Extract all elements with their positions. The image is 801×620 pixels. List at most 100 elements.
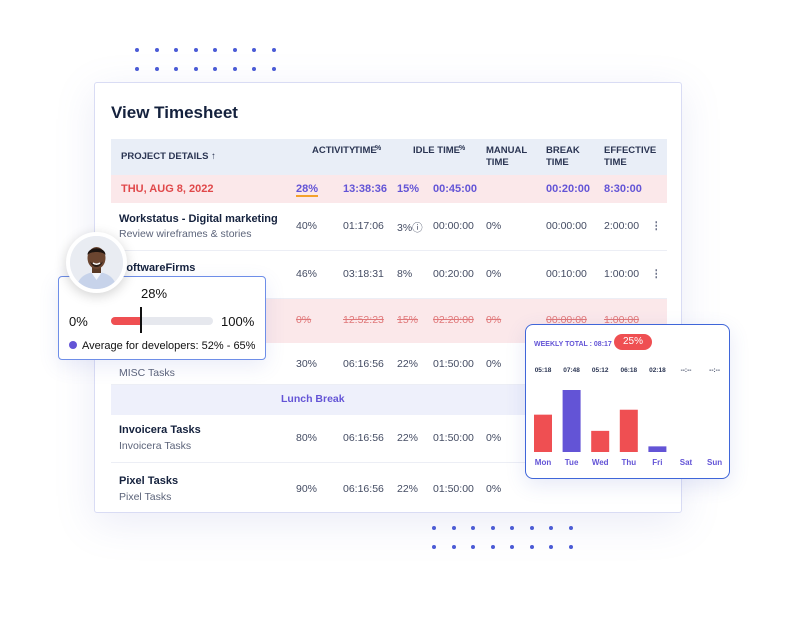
activity-value: 90%: [296, 483, 318, 495]
dot: [135, 67, 139, 71]
date-idle-time: 00:45:00: [433, 183, 478, 195]
date-effective: 8:30:00: [604, 183, 642, 195]
project-name: Pixel Tasks: [119, 475, 179, 487]
activity-value: 80%: [296, 432, 318, 444]
date-activity[interactable]: 28%: [296, 183, 319, 197]
activity-value: 30%: [296, 358, 318, 370]
activity-marker: [139, 307, 142, 333]
time-value: 03:18:31: [343, 268, 384, 280]
page-title: View Timesheet: [111, 103, 238, 122]
day-label: Tue: [565, 458, 579, 467]
activity-popup: 28% 0% 100% Average for developers: 52% …: [58, 276, 266, 360]
bar-time-label: 02:18: [649, 367, 666, 374]
idle-time-value: 01:50:00: [433, 358, 474, 370]
dot: [232, 67, 237, 71]
day-label: Sat: [680, 458, 693, 467]
bar-mon[interactable]: [534, 414, 552, 452]
dot: [432, 545, 436, 549]
idle-pct-value: 15%: [397, 314, 419, 326]
dot: [213, 67, 217, 71]
idle-pct-value: 22%: [397, 483, 419, 495]
break-value: 00:00:00: [546, 220, 587, 232]
dot: [432, 526, 436, 530]
manual-value: 0%: [486, 268, 502, 280]
dot: [471, 545, 475, 549]
break-value: 00:00:00: [546, 314, 587, 326]
column-project[interactable]: PROJECT DETAILS ↑: [121, 151, 216, 162]
dot: [529, 545, 534, 549]
task-name: Invoicera Tasks: [119, 440, 192, 452]
row-menu-icon[interactable]: ⋮: [651, 220, 662, 232]
dot: [174, 67, 178, 71]
dot: [271, 48, 276, 52]
column-manual[interactable]: MANUAL TIME: [486, 145, 528, 168]
day-label: Fri: [652, 458, 662, 467]
manual-value: 0%: [486, 483, 502, 495]
dot: [451, 545, 456, 549]
column-idle-pct: %: [459, 145, 466, 152]
manual-value: 0%: [486, 432, 502, 444]
time-value: 06:16:56: [343, 483, 384, 495]
project-name: SoftwareFirms: [119, 262, 196, 274]
dot: [271, 67, 276, 71]
idle-time-value: 01:50:00: [433, 483, 474, 495]
table-row[interactable]: Invoicera Tasks Invoicera Tasks 80% 06:1…: [111, 415, 667, 463]
row-menu-icon[interactable]: ⋮: [651, 268, 662, 280]
column-activity[interactable]: ACTIVITY: [312, 145, 356, 156]
bar-wed[interactable]: [591, 430, 610, 452]
dot: [549, 545, 553, 549]
idle-time-value: 00:20:00: [433, 268, 474, 280]
date-idle-pct: 15%: [397, 183, 420, 195]
effective-value: 1:00:00: [604, 268, 640, 280]
avatar[interactable]: [66, 232, 127, 293]
day-label: Wed: [592, 458, 609, 467]
dot: [490, 526, 495, 530]
lunch-break-label: Lunch Break: [281, 393, 345, 405]
column-time[interactable]: TIME: [354, 145, 377, 156]
column-idle[interactable]: IDLE TIME: [413, 145, 460, 156]
day-label: Sun: [707, 458, 722, 467]
bar-fri[interactable]: [648, 446, 667, 452]
manual-value: 0%: [486, 314, 502, 326]
column-effective[interactable]: EFFECTIVE TIME: [604, 145, 657, 168]
effective-value: 2:00:00: [604, 220, 640, 232]
dot: [174, 48, 178, 52]
dot: [529, 526, 534, 530]
column-break[interactable]: BREAK TIME: [546, 145, 580, 168]
average-text: Average for developers: 52% - 65%: [82, 340, 256, 352]
table-row[interactable]: SoftwareFirms 46% 03:18:31 8% 00:20:00 0…: [111, 251, 667, 299]
idle-pct-value: 8%: [397, 268, 413, 280]
activity-min-label: 0%: [69, 314, 88, 329]
time-value: 06:16:56: [343, 432, 384, 444]
dot: [568, 526, 573, 530]
dot: [154, 48, 159, 52]
idle-pct-value: 22%: [397, 358, 419, 370]
activity-value-label: 28%: [141, 286, 168, 301]
bar-time-label: 05:18: [535, 367, 552, 374]
bar-thu[interactable]: [619, 409, 638, 452]
table-row[interactable]: Pixel Tasks Pixel Tasks 90% 06:16:56 22%…: [111, 463, 667, 511]
dot: [471, 526, 475, 530]
user-photo: [70, 236, 123, 289]
bar-tue[interactable]: [562, 390, 581, 452]
time-value: 01:17:06: [343, 220, 384, 232]
weekly-bar-chart: 05:18 Mon 07:48 Tue 05:12 Wed 06:18 Thu 02:18 Fri…: [534, 367, 722, 467]
project-name: Workstatus - Digital marketing: [119, 213, 278, 225]
table-row[interactable]: Workstatus - Digital marketing Review wi…: [111, 203, 667, 251]
dot: [193, 48, 198, 52]
average-note: Average for developers: 52% - 65%: [69, 340, 255, 352]
bar-time-label: 05:12: [592, 367, 609, 374]
time-value: 06:16:56: [343, 358, 384, 370]
date-summary-row: THU, AUG 8, 2022 28% 13:38:36 15% 00:45:…: [111, 175, 667, 203]
bar-time-label: --:--: [709, 367, 720, 374]
dot: [549, 526, 553, 530]
dot: [510, 526, 514, 530]
dot: [252, 48, 256, 52]
dot: [252, 67, 256, 71]
activity-value: 40%: [296, 220, 318, 232]
weekly-chart-card: WEEKLY TOTAL : 08:17 25% 05:18 Mon 07:48 Tu…: [525, 324, 730, 479]
activity-progress-track: [111, 317, 213, 325]
weekly-total-label: WEEKLY TOTAL : 08:17: [534, 341, 612, 348]
break-value: 00:10:00: [546, 268, 587, 280]
day-label: Thu: [621, 458, 636, 467]
